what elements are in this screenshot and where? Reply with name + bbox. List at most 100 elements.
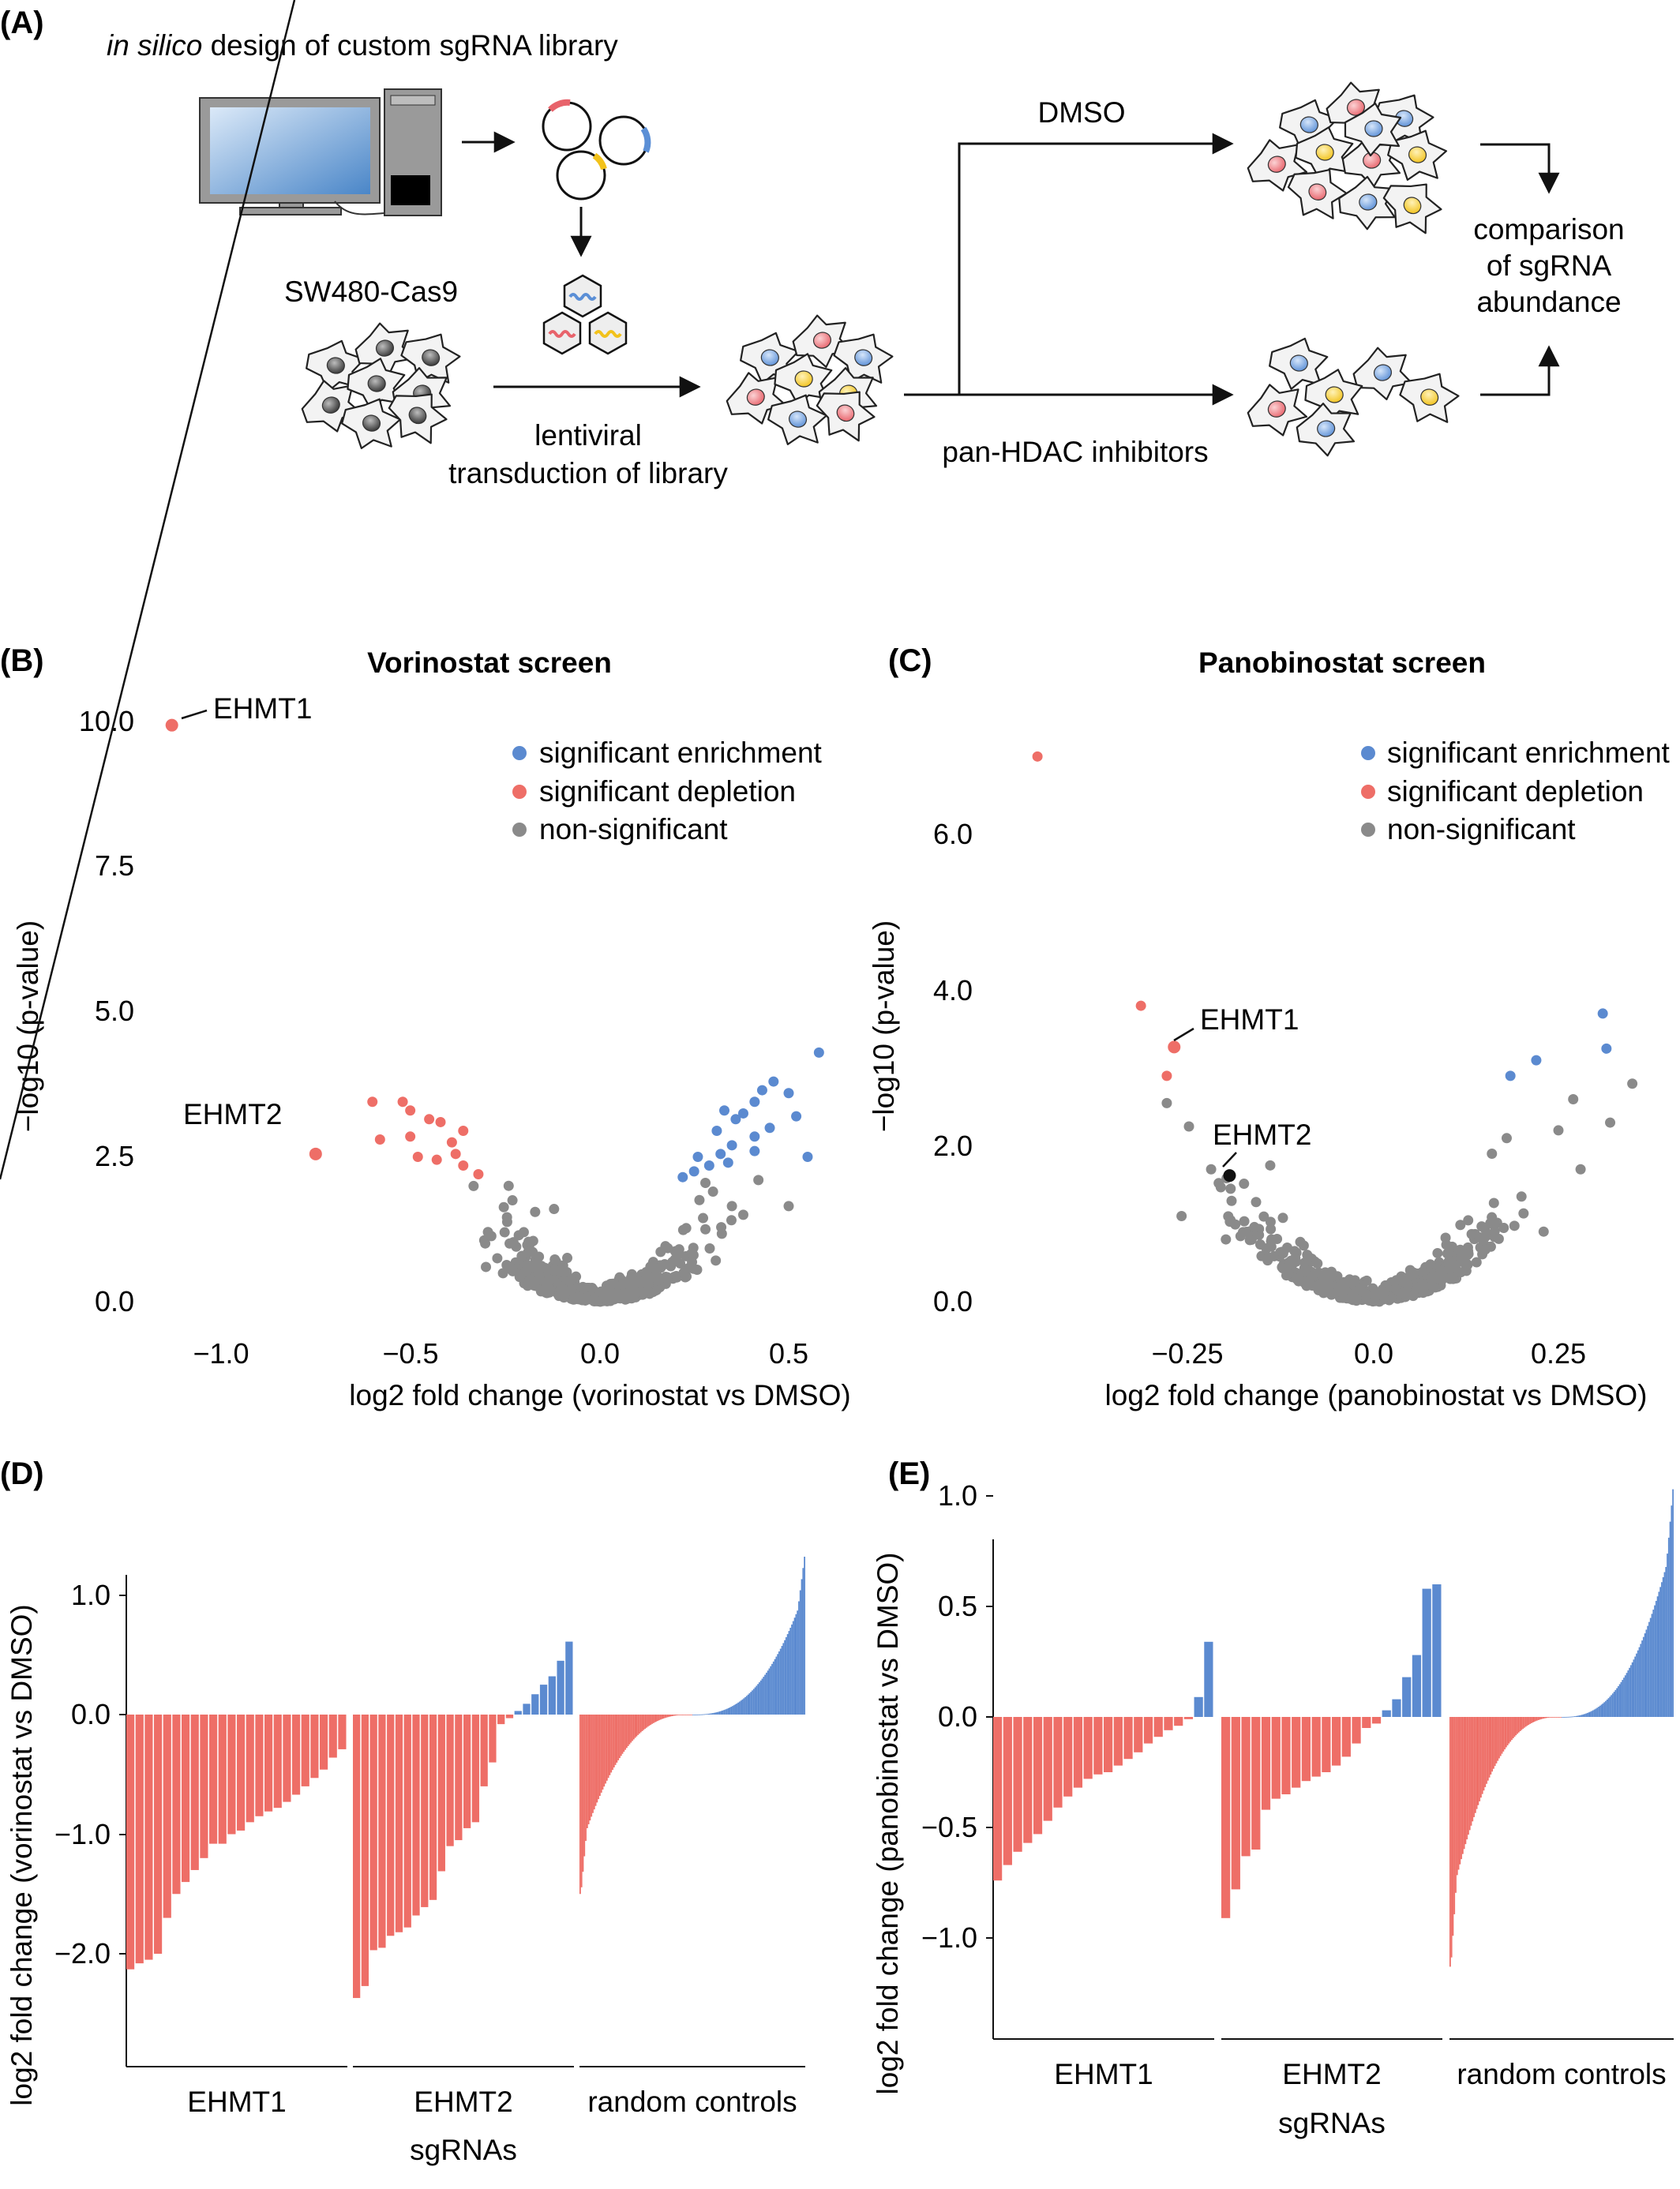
transduction-label-2: transduction of library [448,457,728,489]
bar-d-ytick-0: −2.0 [54,1937,111,1970]
bar [1578,1715,1581,1717]
bar [1659,1587,1662,1717]
volcano-b-ytick-0: 0.0 [95,1285,134,1318]
nonsig-point [522,1280,533,1291]
bar [1577,1715,1579,1717]
bar [720,1711,722,1715]
depletion-point [424,1114,435,1125]
nonsig-point [1417,1266,1428,1277]
nonsig-point [1251,1197,1262,1208]
bar [671,1715,673,1717]
cell [1344,102,1402,157]
bar [480,1715,488,1786]
bar [771,1663,773,1715]
bar [1457,1717,1460,1870]
volcano-c-ytick-0: 0.0 [933,1285,973,1318]
bar [1549,1717,1551,1718]
bar [292,1715,301,1795]
bar [713,1712,715,1715]
nonsig-point [577,1281,588,1292]
bar [1550,1717,1552,1718]
nonsig-point [581,1292,592,1303]
legend-c-deplete-swatch [1361,785,1375,799]
legend-b-enrich-swatch [512,746,527,760]
bar [1536,1717,1538,1721]
bar [1661,1582,1663,1717]
nonsig-point [1627,1078,1638,1089]
bar [1638,1647,1641,1717]
bar [1618,1686,1619,1717]
bar [1544,1717,1547,1719]
bar [1463,1717,1465,1850]
bar [1231,1717,1240,1890]
design-caption: in silico design of custom sgRNA library [107,29,618,62]
bar [706,1714,708,1715]
nonsig-point [1244,1235,1255,1246]
bar [1104,1717,1113,1772]
bar [1530,1717,1532,1723]
bar [1543,1717,1545,1719]
nonsig-point [1262,1255,1273,1266]
nonsig-point [681,1223,692,1234]
nonsig-point [1266,1224,1277,1235]
bar [1488,1717,1491,1778]
bar [743,1698,745,1715]
nonsig-point [1283,1268,1294,1279]
bar [750,1692,752,1715]
enrichment-point [1601,1043,1612,1054]
bar [1616,1688,1618,1717]
bar [565,1641,573,1715]
bar [1634,1656,1637,1717]
enrichment-point [802,1152,813,1162]
bar [646,1715,647,1728]
bar [779,1648,782,1715]
bar [463,1715,471,1828]
bar [1341,1717,1351,1757]
nonsig-point [1516,1191,1527,1202]
nonsig-point [1402,1280,1413,1291]
bar-d-group-ehmt2: EHMT2 [414,2086,512,2118]
bar [619,1715,621,1759]
nonsig-point [499,1227,510,1238]
bar [804,1557,805,1715]
legend-b-deplete: significant depletion [539,775,796,808]
bar [757,1684,759,1715]
volcano-b-xtick-1: −0.5 [382,1337,438,1370]
nonsig-point [1303,1252,1314,1263]
volcano-b-xtick-0: −1.0 [193,1337,249,1370]
bar [1573,1716,1576,1717]
bar [1402,1677,1412,1717]
bar [1517,1717,1520,1733]
bar [539,1685,548,1715]
bar [209,1715,218,1844]
nonsig-point [726,1201,737,1212]
nonsig-point [1432,1247,1443,1258]
bar [369,1715,377,1951]
legend-b-enrich: significant enrichment [539,737,823,769]
bar [1580,1715,1581,1717]
bar [632,1715,633,1741]
bar [767,1670,769,1715]
bar [798,1601,800,1715]
bar [1033,1717,1043,1835]
bar [1567,1716,1569,1718]
nonsig-point [1441,1239,1452,1250]
depletion-point [165,718,178,732]
bar [606,1715,608,1781]
arrow-hdaci-to-comparison [1480,345,1560,396]
bar [1511,1717,1513,1741]
nonsig-point [565,1285,576,1296]
nonsig-point [1425,1259,1436,1270]
bar [421,1715,429,1907]
bar [603,1715,606,1787]
bar [1624,1675,1626,1717]
bar [1493,1717,1494,1769]
nonsig-point [1397,1288,1408,1299]
bar [1607,1698,1610,1717]
bar [1479,1717,1481,1801]
cell [726,372,787,425]
volcano-c-xlabel: log2 fold change (panobinostat vs DMSO) [1105,1379,1648,1411]
bar [1599,1705,1601,1717]
bar [200,1715,208,1858]
bar [1540,1717,1543,1719]
